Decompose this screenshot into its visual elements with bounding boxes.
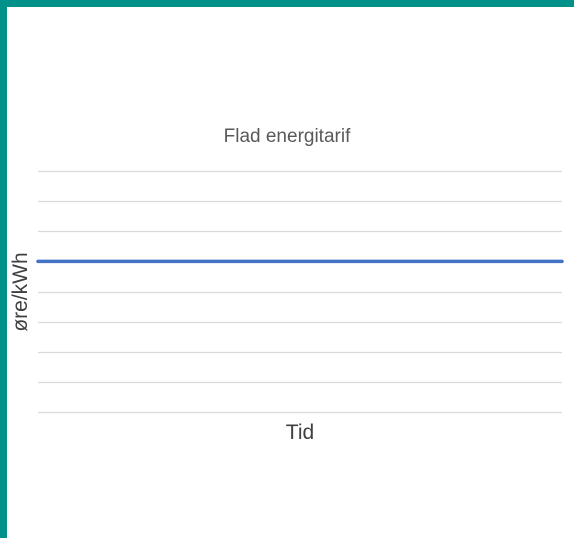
x-axis-label: Tid (285, 421, 315, 444)
chart-title: Flad energitarif (223, 126, 351, 147)
y-axis-label: øre/kWh (9, 252, 32, 332)
frame-top-border (0, 0, 574, 7)
frame-left-border (0, 0, 7, 538)
gridlines (38, 170, 562, 414)
